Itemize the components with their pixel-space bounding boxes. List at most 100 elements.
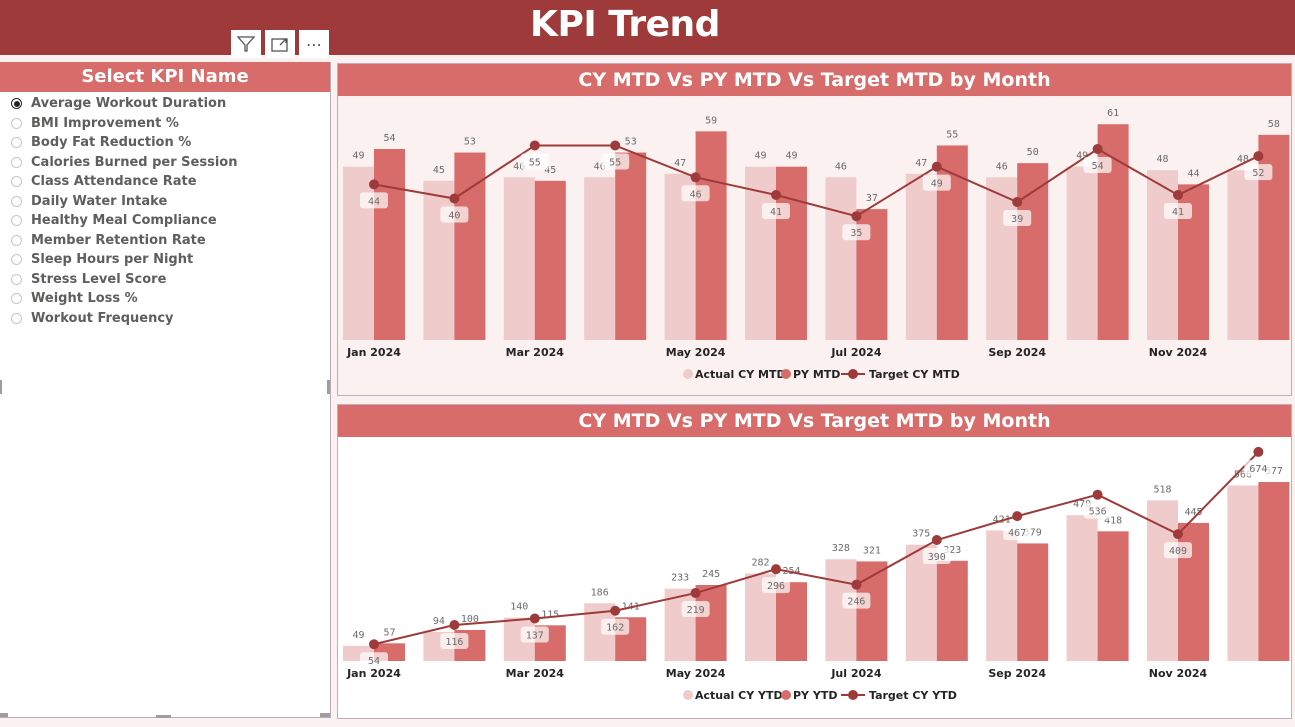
ytd-target-point xyxy=(1012,511,1023,522)
mtd-target-label: 39 xyxy=(1011,214,1023,225)
radio-button[interactable] xyxy=(11,273,22,285)
mtd-target-label: 44 xyxy=(368,196,380,207)
ytd-target-point xyxy=(369,639,379,650)
ytd-actual-label: 49 xyxy=(352,630,364,641)
mtd-py-bar xyxy=(1097,124,1129,340)
ytd-actual-bar xyxy=(825,559,857,661)
mtd-target-label: 46 xyxy=(690,189,702,200)
ytd-target-point xyxy=(1173,529,1183,540)
slicer-item[interactable]: Sleep Hours per Night xyxy=(0,250,330,270)
radio-button[interactable] xyxy=(11,293,22,305)
resize-handle[interactable] xyxy=(327,380,330,394)
ytd-target-line xyxy=(373,451,1260,646)
mtd-target-point xyxy=(610,140,621,151)
ytd-target-label: 246 xyxy=(847,597,865,608)
ytd-py-label: 418 xyxy=(1104,515,1122,526)
radio-button[interactable] xyxy=(11,156,22,168)
mtd-target-line xyxy=(373,144,1259,218)
radio-button[interactable] xyxy=(11,117,22,129)
mtd-target-label: 55 xyxy=(609,157,621,168)
slicer-item[interactable]: Daily Water Intake xyxy=(0,192,330,212)
ytd-target-point xyxy=(610,605,621,616)
ytd-actual-bar xyxy=(986,530,1018,661)
mtd-actual-label: 48 xyxy=(1237,154,1249,165)
mtd-py-label: 55 xyxy=(946,129,958,140)
ytd-py-bar xyxy=(776,582,807,661)
radio-button[interactable] xyxy=(11,176,22,188)
slicer-item[interactable]: BMI Improvement % xyxy=(0,114,330,134)
filter-icon[interactable] xyxy=(231,30,261,58)
slicer-item[interactable]: Workout Frequency xyxy=(0,309,330,329)
mtd-target-label-bg xyxy=(842,224,871,241)
ytd-chart-title: CY MTD Vs PY MTD Vs Target MTD by Month xyxy=(338,405,1291,437)
ytd-actual-label: 140 xyxy=(510,602,528,613)
ytd-actual-label: 186 xyxy=(591,587,609,598)
mtd-py-bar xyxy=(776,166,807,340)
ytd-py-label: 379 xyxy=(1024,527,1042,538)
slicer-item-label: Sleep Hours per Night xyxy=(31,252,194,268)
slicer-item[interactable]: Class Attendance Rate xyxy=(0,172,330,192)
ytd-actual-label: 328 xyxy=(832,543,850,554)
mtd-target-point xyxy=(1012,197,1023,208)
more-options-icon[interactable]: ⋯ xyxy=(299,30,329,58)
ytd-py-label: 321 xyxy=(863,545,881,556)
radio-button[interactable] xyxy=(11,234,22,246)
ytd-target-label-bg xyxy=(681,601,710,618)
ytd-actual-label: 282 xyxy=(751,558,769,569)
mtd-target-label: 55 xyxy=(529,157,541,168)
radio-button[interactable] xyxy=(11,215,22,227)
resize-handle[interactable] xyxy=(156,715,171,718)
slicer-item[interactable]: Member Retention Rate xyxy=(0,231,330,251)
ytd-target-point xyxy=(1253,446,1264,457)
radio-button[interactable] xyxy=(11,195,22,207)
slicer-item-label: Calories Burned per Session xyxy=(31,154,238,170)
slicer-title: Select KPI Name xyxy=(0,62,330,92)
mtd-target-point xyxy=(529,140,540,151)
slicer-item-label: Body Fat Reduction % xyxy=(31,135,192,151)
mtd-actual-bar xyxy=(1227,170,1259,340)
slicer-item[interactable]: Stress Level Score xyxy=(0,270,330,290)
ytd-target-label-bg xyxy=(360,652,388,669)
mtd-py-label: 44 xyxy=(1187,168,1199,179)
mtd-py-label: 49 xyxy=(785,151,797,162)
mtd-py-label: 45 xyxy=(544,165,556,176)
ytd-target-label: 674 xyxy=(1249,464,1267,475)
ytd-target-label: 219 xyxy=(687,605,705,616)
ytd-target-point xyxy=(771,564,781,575)
mtd-py-label: 59 xyxy=(705,115,717,126)
mtd-py-label: 61 xyxy=(1107,108,1119,119)
slicer-item-label: BMI Improvement % xyxy=(31,115,179,131)
ytd-py-label: 100 xyxy=(461,614,479,625)
ytd-py-bar xyxy=(695,584,727,661)
slicer-item-label: Healthy Meal Compliance xyxy=(31,213,217,229)
slicer-item[interactable]: Body Fat Reduction % xyxy=(0,133,330,153)
mtd-target-label-bg xyxy=(762,202,790,219)
ytd-target-label-bg xyxy=(1244,459,1273,476)
ytd-legend-target: Target CY YTD xyxy=(869,689,957,702)
radio-button[interactable] xyxy=(11,254,22,266)
mtd-actual-label: 49 xyxy=(352,151,364,162)
slicer-item-label: Stress Level Score xyxy=(31,271,167,287)
slicer-item[interactable]: Average Workout Duration xyxy=(0,94,330,114)
slicer-item[interactable]: Calories Burned per Session xyxy=(0,153,330,173)
slicer-item[interactable]: Healthy Meal Compliance xyxy=(0,211,330,231)
resize-handle[interactable] xyxy=(0,713,8,717)
ytd-x-tick: Sep 2024 xyxy=(988,667,1046,680)
ytd-target-label-bg xyxy=(922,548,951,565)
ytd-target-label: 137 xyxy=(526,630,544,641)
mtd-legend-py-marker xyxy=(781,369,791,379)
focus-mode-icon[interactable] xyxy=(265,30,295,58)
mtd-actual-bar xyxy=(584,177,616,340)
radio-button[interactable] xyxy=(11,312,22,324)
mtd-py-bar xyxy=(695,131,727,340)
mtd-actual-label: 47 xyxy=(915,158,927,169)
radio-button[interactable] xyxy=(11,137,22,149)
mtd-target-point xyxy=(851,211,862,222)
mtd-x-tick: May 2024 xyxy=(666,346,726,359)
slicer-item-label: Class Attendance Rate xyxy=(31,174,197,190)
slicer-item[interactable]: Weight Loss % xyxy=(0,289,330,309)
resize-handle[interactable] xyxy=(320,713,330,717)
ytd-actual-bar xyxy=(1227,485,1259,661)
resize-handle[interactable] xyxy=(0,380,2,394)
radio-button[interactable] xyxy=(11,98,22,110)
